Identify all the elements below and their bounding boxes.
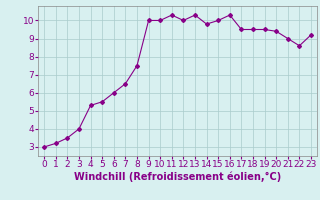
X-axis label: Windchill (Refroidissement éolien,°C): Windchill (Refroidissement éolien,°C) bbox=[74, 172, 281, 182]
